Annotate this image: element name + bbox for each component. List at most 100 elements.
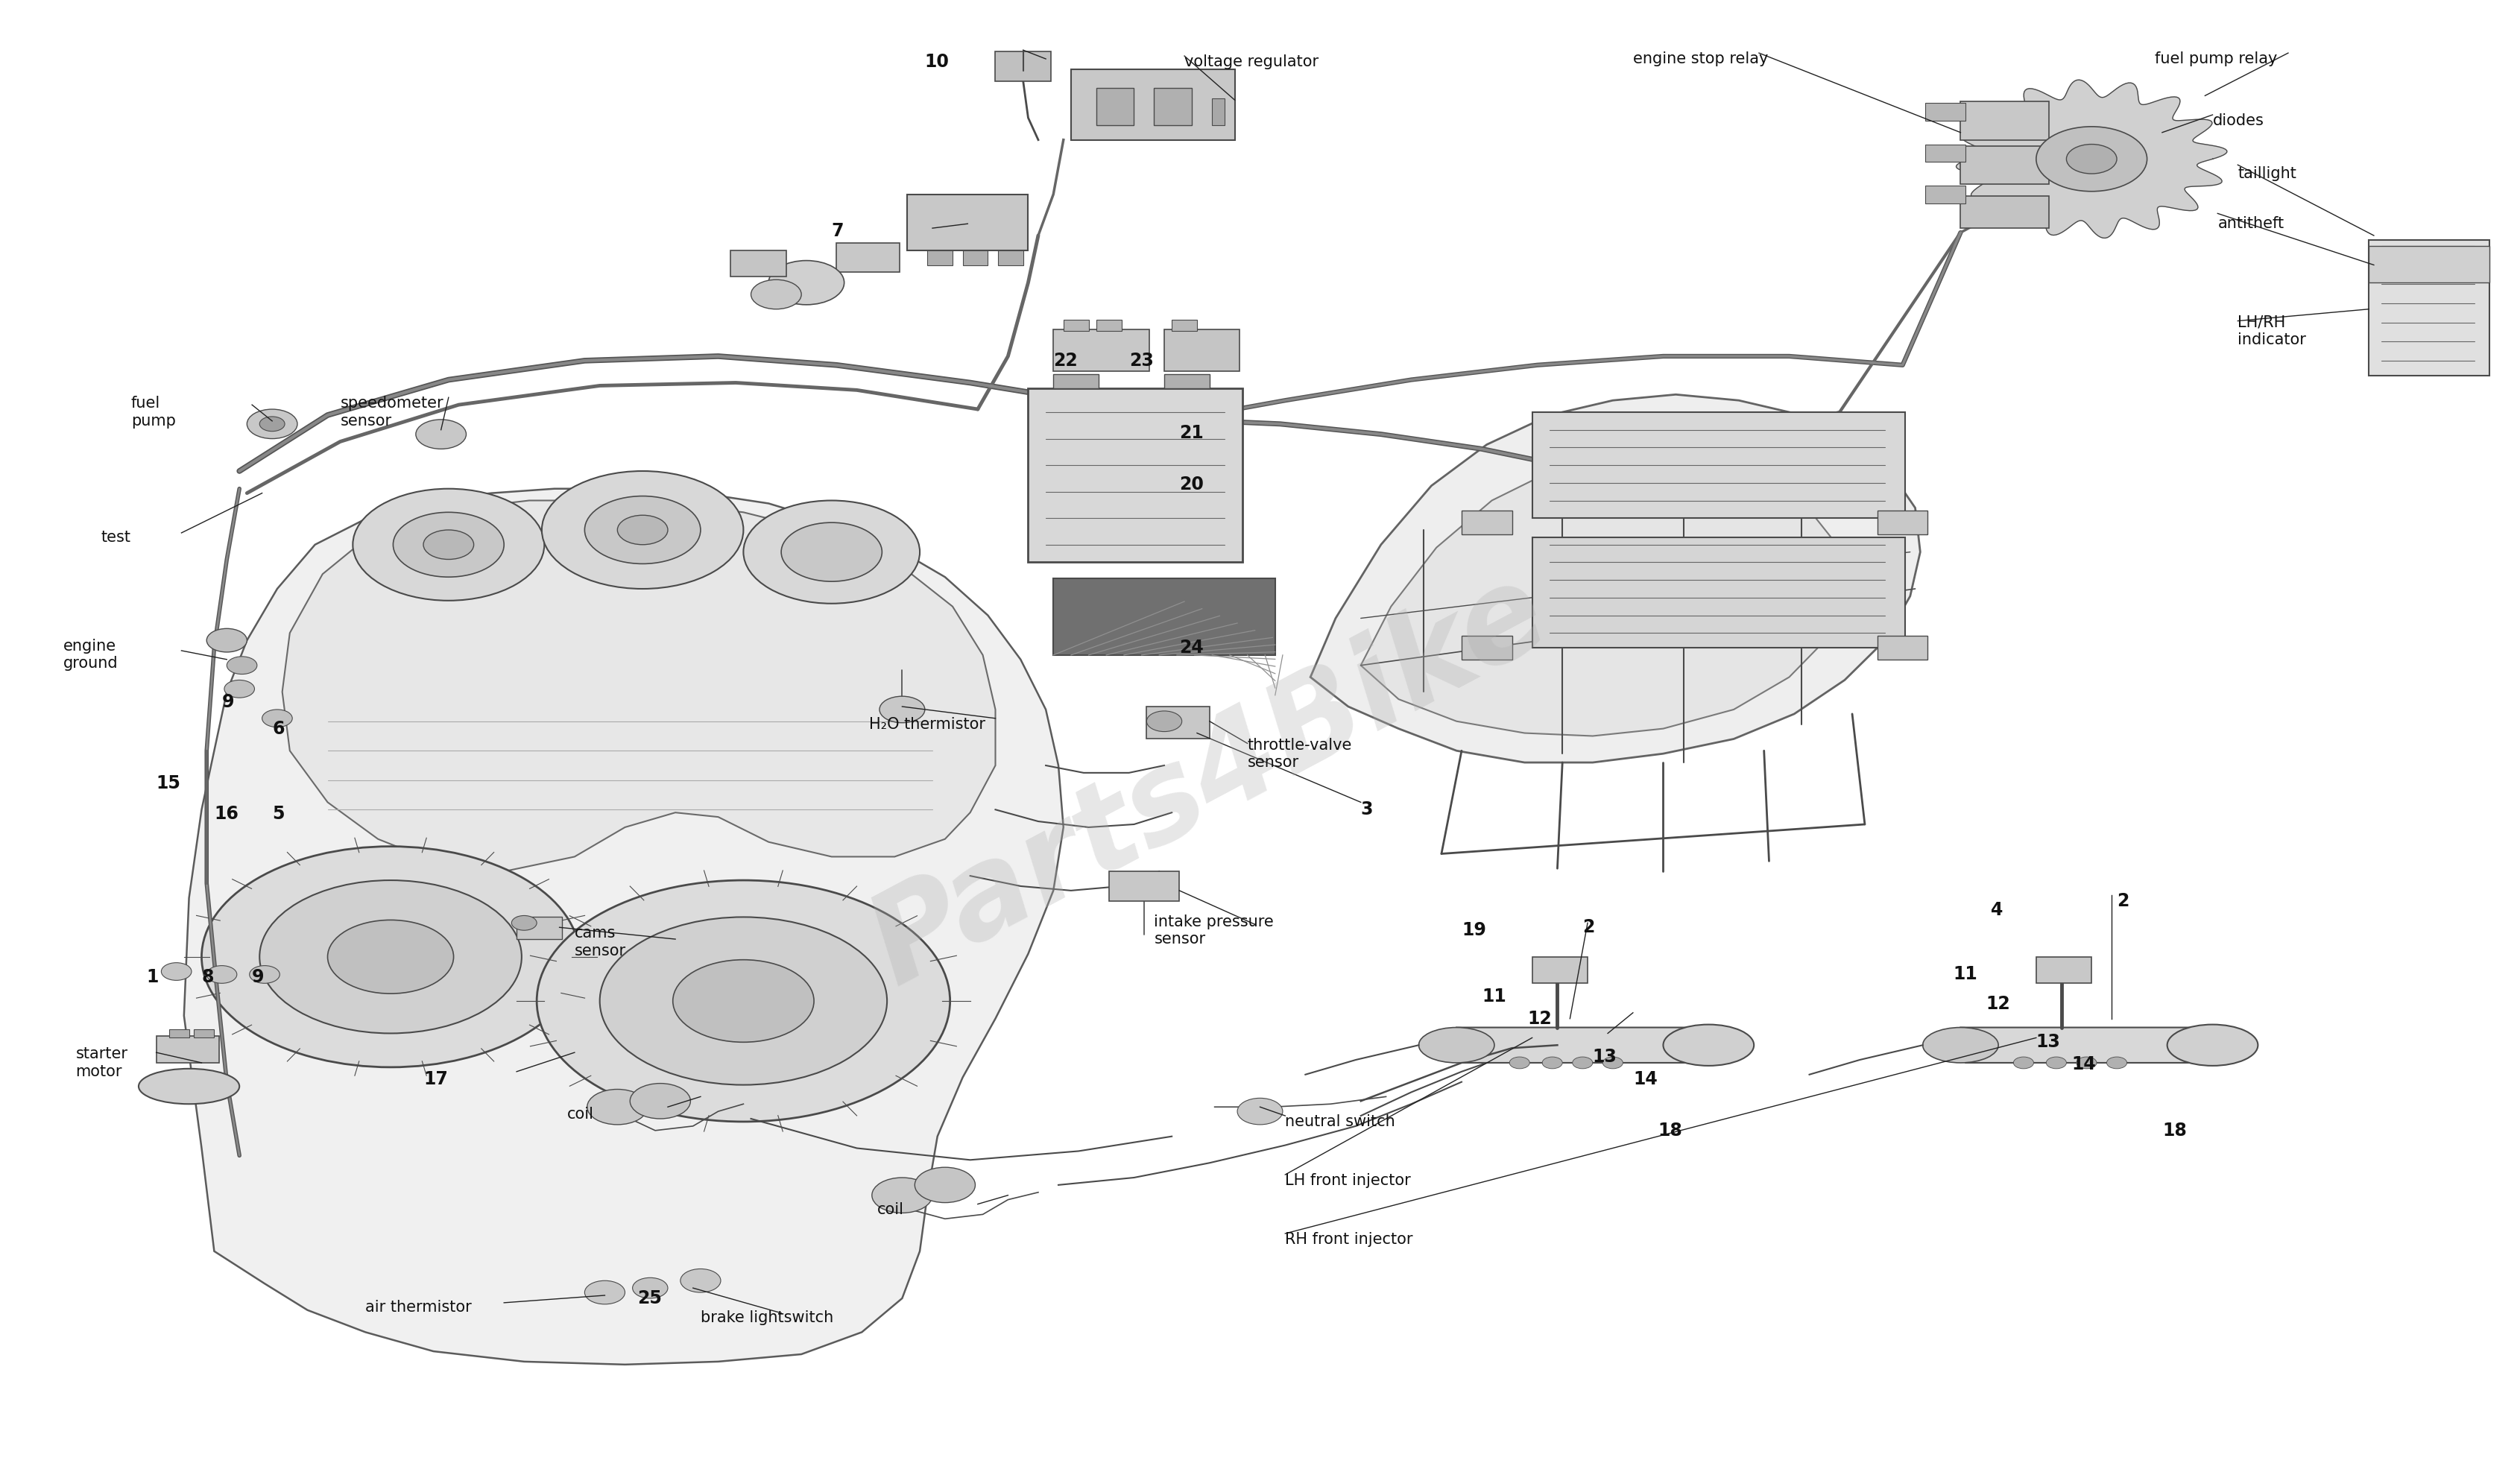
Polygon shape [1961,1027,2213,1063]
Bar [1462,511,1512,534]
Text: LH front injector: LH front injector [1285,1173,1411,1188]
Text: air thermistor: air thermistor [365,1300,471,1314]
Bar [1532,957,1588,983]
Text: 2: 2 [1583,919,1595,936]
Circle shape [751,280,801,309]
Bar [1164,330,1240,371]
Bar [1961,146,2049,184]
Bar [1154,88,1192,125]
Text: 21: 21 [1179,424,1205,442]
Circle shape [630,1083,690,1119]
Bar [1961,196,2049,228]
Circle shape [512,916,537,930]
Ellipse shape [139,1069,239,1104]
Bar [1164,374,1210,389]
Polygon shape [1457,1027,1709,1063]
Text: 18: 18 [1658,1122,1683,1139]
Bar [1028,389,1242,562]
Text: diodes: diodes [2213,113,2263,128]
Text: RH front injector: RH front injector [1285,1232,1414,1247]
Circle shape [585,1281,625,1304]
Circle shape [1542,1057,1562,1069]
Text: taillight: taillight [2238,166,2296,181]
Text: 11: 11 [1482,988,1507,1005]
Text: 9: 9 [252,969,265,986]
Text: engine
ground: engine ground [63,639,118,671]
Bar [1532,412,1905,518]
Circle shape [2046,1057,2066,1069]
Polygon shape [282,500,995,871]
Circle shape [1603,1057,1623,1069]
Circle shape [328,920,454,994]
Text: engine stop relay: engine stop relay [1633,52,1769,66]
Text: 13: 13 [2036,1033,2061,1051]
Bar [2369,240,2490,375]
Bar [1925,103,1966,121]
Text: 22: 22 [1053,352,1079,369]
Bar [194,1029,214,1038]
Circle shape [1572,1057,1593,1069]
Bar [517,917,562,939]
Bar [995,52,1051,81]
Circle shape [423,530,474,559]
Bar [1172,319,1197,331]
Text: Parts4Bike: Parts4Bike [852,551,1567,1010]
Circle shape [537,880,950,1122]
Text: 15: 15 [156,774,181,792]
Text: 18: 18 [2162,1122,2187,1139]
Bar [1212,99,1225,125]
Bar [1147,707,1210,739]
Text: 10: 10 [925,53,950,71]
Circle shape [879,696,925,723]
Bar [1053,330,1149,371]
Text: antitheft: antitheft [2218,216,2283,231]
Circle shape [224,680,255,698]
Circle shape [1237,1098,1283,1125]
Bar [927,250,953,265]
Text: cams
sensor: cams sensor [575,926,625,958]
Bar [731,250,786,277]
Circle shape [416,420,466,449]
Text: 6: 6 [272,720,285,737]
Text: 16: 16 [214,805,239,823]
Ellipse shape [2167,1025,2258,1066]
Bar [1877,511,1928,534]
Bar [1063,319,1089,331]
Text: 11: 11 [1953,966,1978,983]
Text: 13: 13 [1593,1048,1618,1066]
Polygon shape [1361,453,1845,736]
Circle shape [680,1269,721,1292]
Text: speedometer
sensor: speedometer sensor [340,396,444,428]
Bar [1096,88,1134,125]
Bar [1053,578,1275,655]
Text: 12: 12 [1527,1010,1552,1027]
Circle shape [202,846,580,1067]
Text: 9: 9 [222,693,234,711]
Text: test: test [101,530,131,545]
Circle shape [2036,127,2147,191]
Circle shape [227,657,257,674]
Circle shape [207,966,237,983]
Circle shape [542,471,743,589]
Text: fuel pump relay: fuel pump relay [2155,52,2278,66]
Circle shape [769,261,844,305]
Circle shape [1147,711,1182,732]
Circle shape [393,512,504,577]
Text: H₂O thermistor: H₂O thermistor [869,717,985,732]
Bar [1462,636,1512,659]
Text: throttle-valve
sensor: throttle-valve sensor [1247,737,1353,770]
Bar [169,1029,189,1038]
Bar [1925,144,1966,162]
Circle shape [260,417,285,431]
Circle shape [1509,1057,1530,1069]
Circle shape [249,966,280,983]
Circle shape [633,1278,668,1298]
Text: coil: coil [877,1203,905,1217]
Text: intake pressure
sensor: intake pressure sensor [1154,914,1275,946]
Text: 25: 25 [638,1289,663,1307]
Circle shape [2066,144,2117,174]
Bar [2036,957,2092,983]
Circle shape [2013,1057,2034,1069]
Bar [1877,636,1928,659]
Circle shape [743,500,920,604]
